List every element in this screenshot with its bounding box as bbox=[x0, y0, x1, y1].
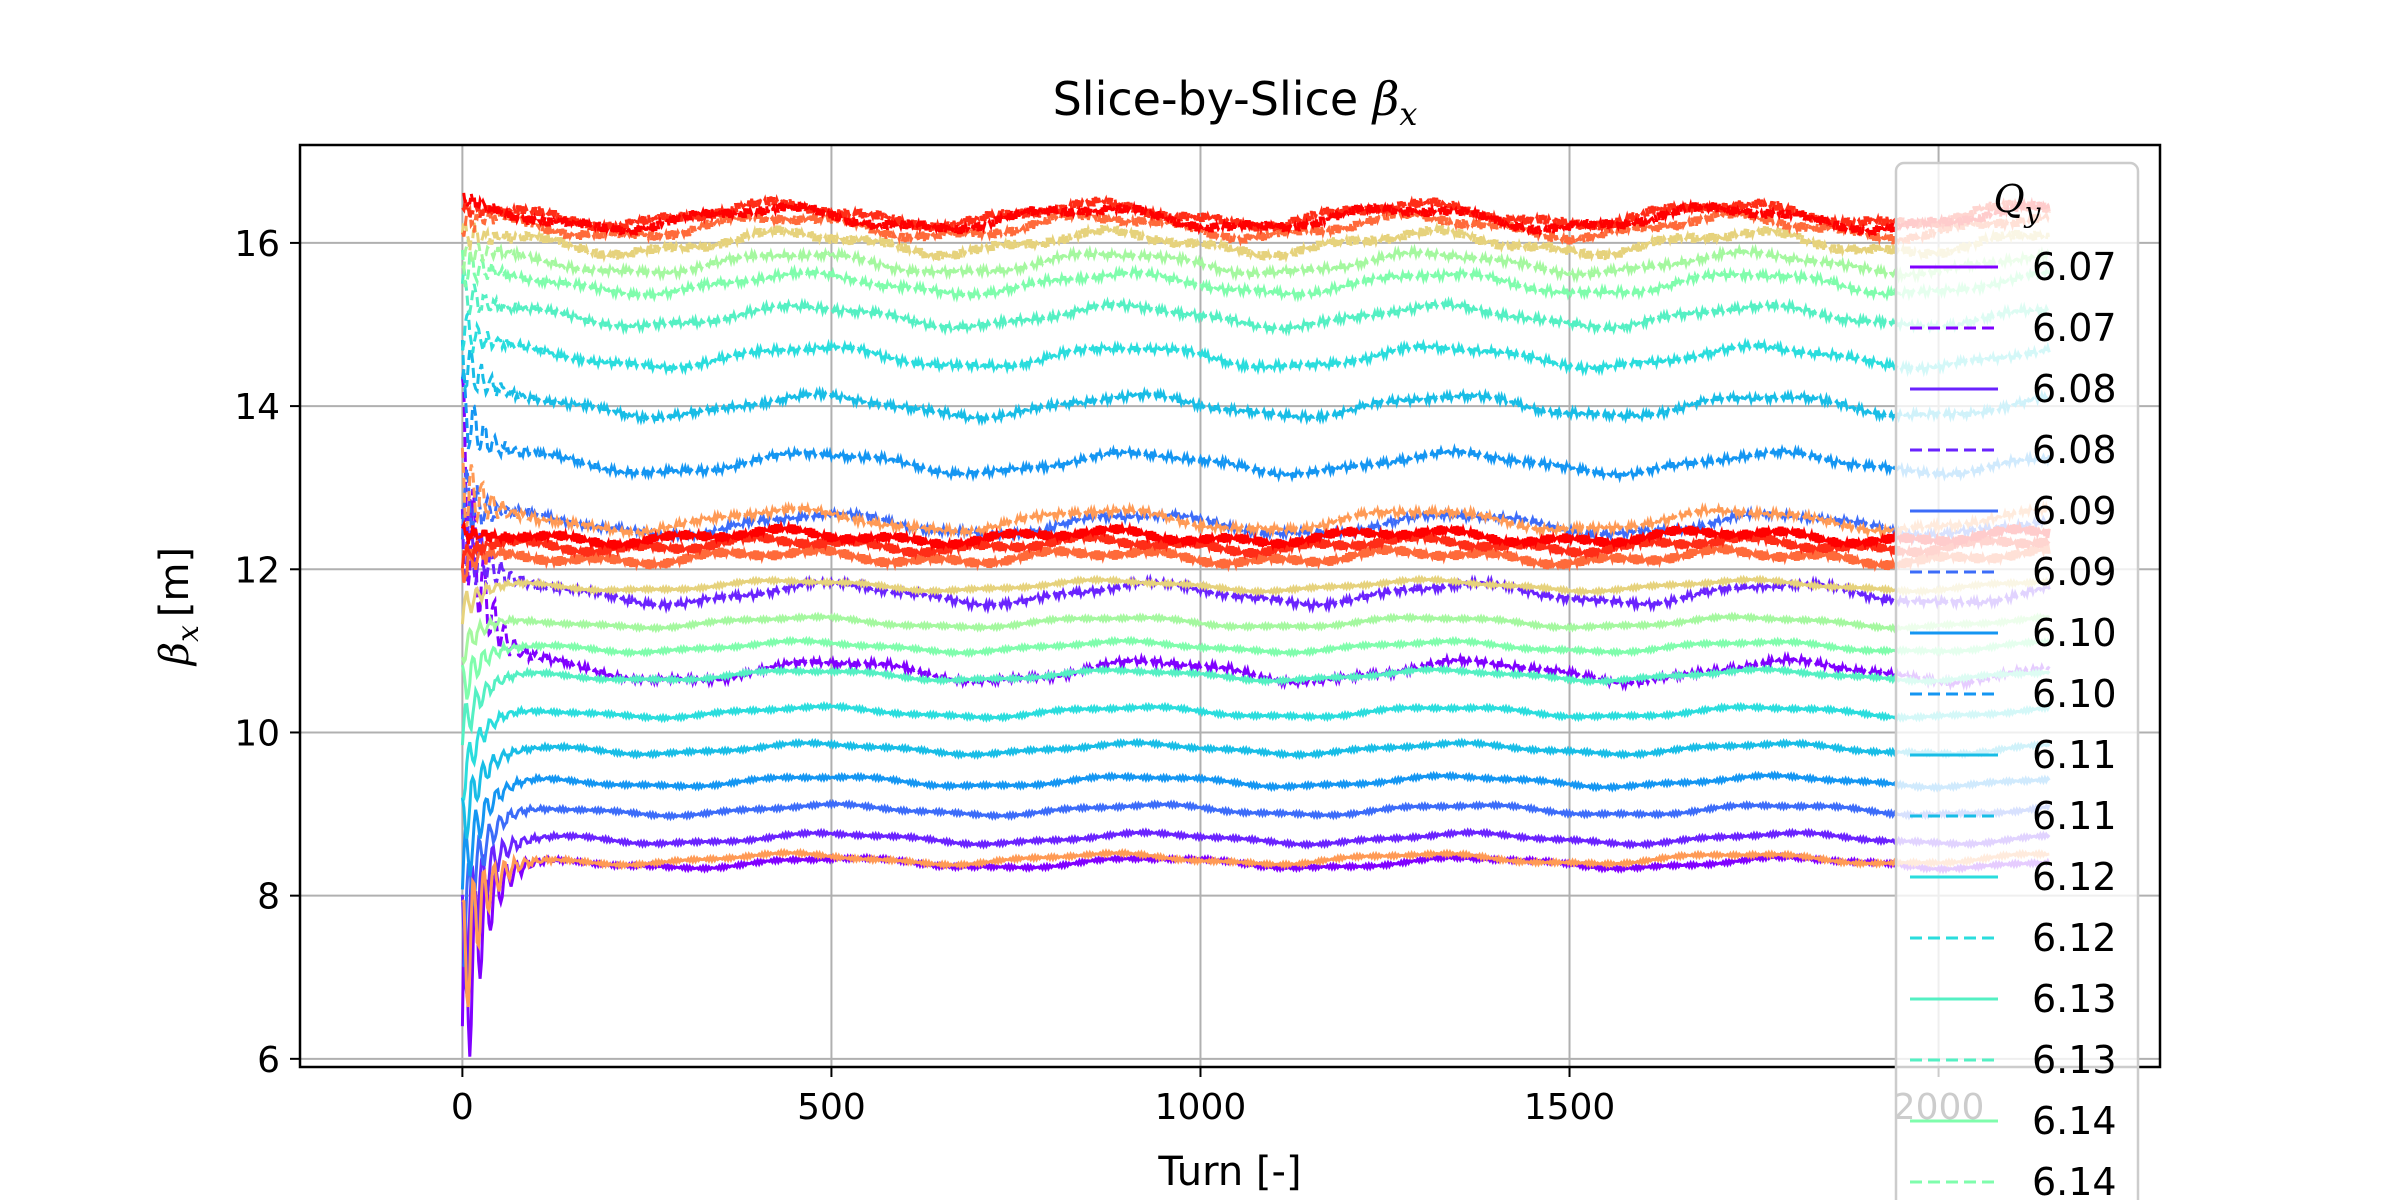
legend: Qy 6.076.076.086.086.096.096.106.106.116… bbox=[1894, 161, 2140, 1200]
legend-label: 6.12 bbox=[2032, 855, 2117, 899]
y-tick-label: 12 bbox=[234, 550, 280, 591]
legend-label: 6.11 bbox=[2032, 733, 2117, 777]
series-line bbox=[460, 308, 2051, 378]
legend-label: 6.13 bbox=[2032, 977, 2117, 1021]
series-line bbox=[460, 376, 2051, 692]
series-line bbox=[462, 192, 2051, 239]
legend-label: 6.07 bbox=[2032, 245, 2117, 289]
series-line bbox=[460, 368, 2051, 484]
legend-title-subscript: y bbox=[2023, 196, 2042, 229]
series-line bbox=[461, 519, 2051, 552]
legend-box bbox=[1894, 161, 2140, 1200]
y-axis-title-subscript: x bbox=[171, 625, 206, 642]
series-line bbox=[460, 249, 2051, 304]
series-line bbox=[460, 528, 2051, 569]
legend-label: 6.14 bbox=[2032, 1099, 2117, 1143]
legend-label: 6.10 bbox=[2032, 611, 2117, 655]
y-axis-title: βx [m] bbox=[152, 547, 206, 667]
series-line bbox=[460, 574, 2051, 625]
chart-title-symbol: β bbox=[1371, 72, 1400, 126]
plot-frame bbox=[298, 143, 2162, 1069]
legend-label: 6.09 bbox=[2032, 550, 2117, 594]
y-tick-label: 10 bbox=[234, 713, 280, 754]
chart-title-subscript: x bbox=[1399, 95, 1417, 133]
y-tick-label: 16 bbox=[234, 224, 280, 265]
series-line bbox=[460, 770, 2051, 890]
x-tick-label: 1500 bbox=[1524, 1087, 1616, 1128]
series-line bbox=[460, 217, 2051, 264]
x-tick-label: 1000 bbox=[1155, 1087, 1247, 1128]
legend-label: 6.08 bbox=[2032, 428, 2117, 472]
series-line bbox=[462, 798, 2051, 968]
series-layer bbox=[460, 192, 2051, 1057]
plot-area bbox=[300, 145, 2160, 1067]
series-line bbox=[460, 498, 2051, 615]
series-line bbox=[460, 611, 2051, 666]
series-line bbox=[460, 664, 2051, 746]
y-axis-title-unit: [m] bbox=[152, 547, 198, 617]
y-axis-title-symbol: β bbox=[152, 642, 198, 667]
legend-label: 6.12 bbox=[2032, 916, 2117, 960]
series-line bbox=[460, 635, 2051, 700]
series-line bbox=[460, 737, 2051, 839]
legend-label: 6.07 bbox=[2032, 306, 2117, 350]
series-line bbox=[461, 239, 2051, 284]
series-line bbox=[460, 267, 2051, 337]
legend-entries: 6.07 6.07 6.08 6.08 6.09 6.09 6.10 6.10 6.11 6.11… bbox=[1910, 245, 2117, 1200]
chart-title: Slice-by-Slice βx bbox=[1053, 72, 1418, 133]
y-tick-label: 14 bbox=[234, 387, 280, 428]
series-line bbox=[461, 847, 2050, 1008]
series-line bbox=[460, 340, 2050, 427]
legend-label: 6.09 bbox=[2032, 489, 2117, 533]
legend-label: 6.14 bbox=[2032, 1160, 2117, 1200]
legend-title-symbol: Q bbox=[1994, 177, 2025, 221]
x-tick-label: 500 bbox=[797, 1087, 866, 1128]
legend-label: 6.08 bbox=[2032, 367, 2117, 411]
series-line bbox=[461, 700, 2051, 801]
x-axis-title: Turn [-] bbox=[1157, 1149, 1301, 1195]
y-tick-label: 6 bbox=[257, 1040, 280, 1081]
legend-label: 6.11 bbox=[2032, 794, 2117, 838]
legend-label: 6.10 bbox=[2032, 672, 2117, 716]
legend-label: 6.13 bbox=[2032, 1038, 2117, 1082]
legend-title: Qy bbox=[1994, 177, 2042, 229]
chart-title-text: Slice-by-Slice bbox=[1053, 72, 1359, 126]
y-tick-label: 8 bbox=[257, 877, 280, 918]
series-line bbox=[460, 447, 2051, 541]
x-tick-label: 0 bbox=[451, 1087, 474, 1128]
series-line bbox=[460, 827, 2051, 994]
series-line bbox=[460, 541, 2051, 583]
